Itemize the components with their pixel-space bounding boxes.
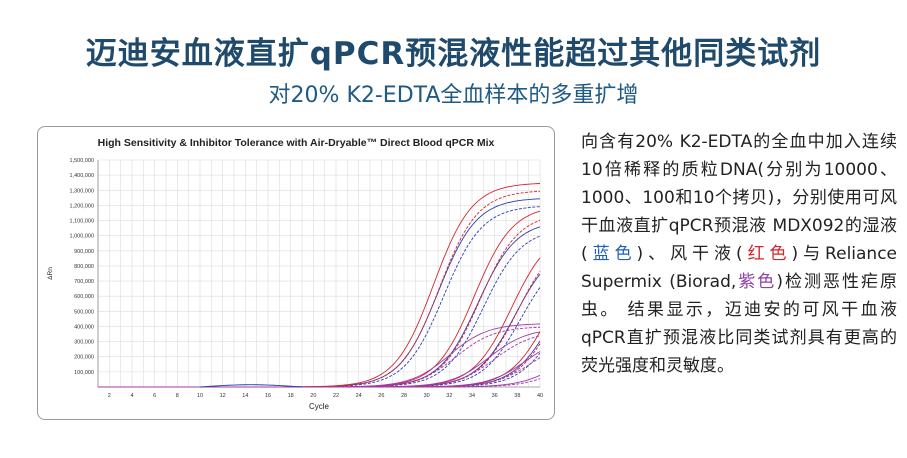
series-line-blue [98,340,541,388]
blue-label: 蓝色 [587,244,637,264]
y-tick-label: 1,200,000 [70,203,94,209]
x-tick-label: 30 [424,393,430,399]
x-tick-label: 28 [401,393,407,399]
chart-panel: High Sensitivity & Inhibitor Tolerance w… [37,126,555,420]
x-axis-label: Cycle [309,402,330,411]
series-line-red [98,331,541,388]
description-part-2: )、风干液( [636,244,743,264]
x-tick-label: 16 [265,393,271,399]
series-line-purple [98,326,541,388]
series-line-purple [98,331,541,388]
x-tick-label: 26 [378,393,384,399]
description-text: 向含有20% K2-EDTA的全血中加入连续10倍稀释的质粒DNA(分别为100… [581,128,897,380]
series-line-baseline [199,384,303,388]
x-tick-label: 40 [537,393,543,399]
y-tick-label: 1,300,000 [70,188,94,194]
y-tick-label: 1,500,000 [70,158,94,164]
y-tick-label: 800,000 [74,264,94,270]
series-line-red [98,219,541,388]
purple-label: 紫色 [736,272,777,292]
series-line-purple [98,378,541,388]
y-tick-label: 900,000 [74,249,94,255]
amplification-chart: 100,000 200,000 300,000 400,000 500,000 600,0… [47,158,543,411]
y-tick-label: 500,000 [74,309,94,315]
series-line-blue [98,352,541,388]
x-tick-label: 10 [197,393,203,399]
x-tick-label: 8 [176,393,179,399]
red-label: 红色 [742,244,792,264]
series-line-blue [98,198,541,388]
series-line-purple [98,323,541,388]
y-tick-label: 200,000 [74,355,94,361]
series-line-blue [98,273,541,388]
description-part-1: 向含有20% K2-EDTA的全血中加入连续10倍稀释的质粒DNA(分别为100… [581,132,897,264]
series-line-red [98,271,541,388]
x-tick-label: 20 [310,393,316,399]
chart-title: High Sensitivity & Inhibitor Tolerance w… [97,137,495,149]
y-tick-label: 400,000 [74,324,94,330]
y-axis-label: ΔRn [47,267,54,280]
x-tick-label: 34 [469,393,475,399]
x-tick-label: 24 [356,393,362,399]
x-tick-label: 22 [333,393,339,399]
description-part-3: )与Reliance Supermix (Biorad, [581,244,898,292]
series-line-red [98,257,541,388]
page-title: 迈迪安血液直扩qPCR预混液性能超过其他同类试剂 [85,36,822,72]
x-tick-label: 36 [492,393,498,399]
x-tick-label: 4 [130,393,133,399]
x-tick-label: 6 [153,393,156,399]
y-tick-label: 100,000 [74,370,94,376]
series-line-red [98,210,541,388]
y-tick-label: 1,000,000 [70,234,94,240]
x-tick-label: 12 [220,393,226,399]
x-tick-label: 38 [514,393,520,399]
y-tick-label: 1,400,000 [70,173,94,179]
y-tick-label: 300,000 [74,340,94,346]
x-tick-label: 18 [288,393,294,399]
page-subtitle: 对20% K2-EDTA全血样本的多重扩增 [268,83,639,108]
series-line-red [98,343,541,388]
y-tick-label: 600,000 [74,294,94,300]
x-tick-label: 32 [446,393,452,399]
y-tick-label: 700,000 [74,279,94,285]
x-tick-label: 2 [108,393,111,399]
y-tick-label: 1,100,000 [70,219,94,225]
description-part-4: )检测恶性疟原虫。 结果显示，迈迪安的可风干血液qPCR直扩预混液比同类试剂具有… [581,272,898,376]
x-tick-label: 14 [242,393,248,399]
